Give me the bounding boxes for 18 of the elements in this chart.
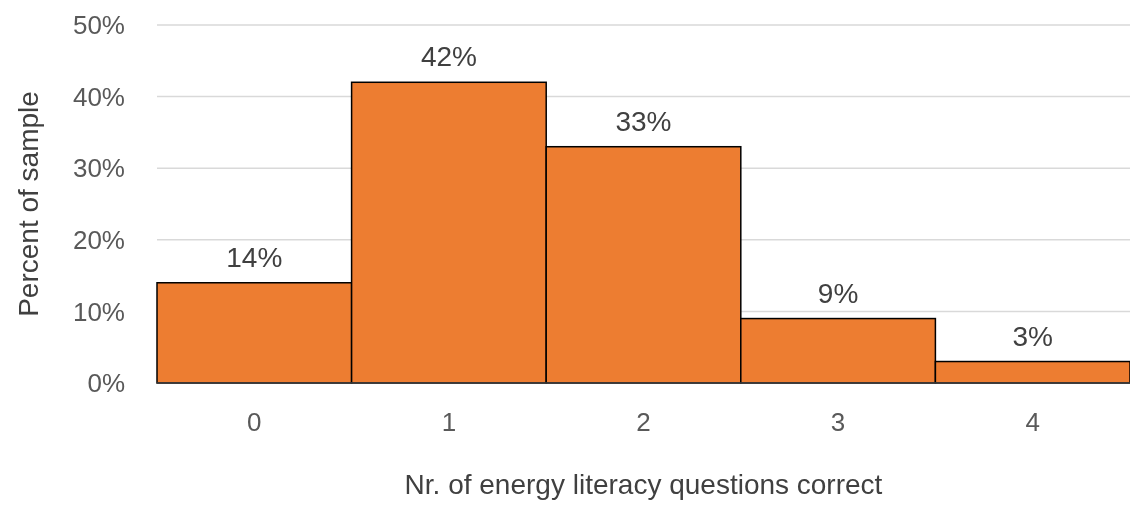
y-tick-label: 20% (72, 224, 125, 255)
x-tick-label: 0 (247, 407, 262, 437)
x-tick-label: 4 (1025, 407, 1040, 437)
y-tick-label: 40% (72, 81, 125, 112)
y-tick-label: 10% (72, 296, 125, 327)
data-label: 33% (615, 105, 672, 137)
data-label: 14% (226, 241, 283, 273)
x-tick-label: 3 (830, 407, 846, 437)
x-tick-label: 1 (441, 407, 457, 437)
data-label: 42% (420, 41, 477, 73)
y-axis-title: Percent of sample (13, 91, 44, 317)
y-tick-label: 0% (87, 368, 125, 399)
y-tick-label: 50% (72, 10, 125, 41)
y-tick-label: 30% (72, 153, 125, 184)
data-label: 9% (817, 277, 859, 309)
data-label: 3% (1012, 320, 1053, 352)
x-axis-title: Nr. of energy literacy questions correct (404, 469, 883, 500)
x-tick-label: 2 (636, 407, 651, 437)
